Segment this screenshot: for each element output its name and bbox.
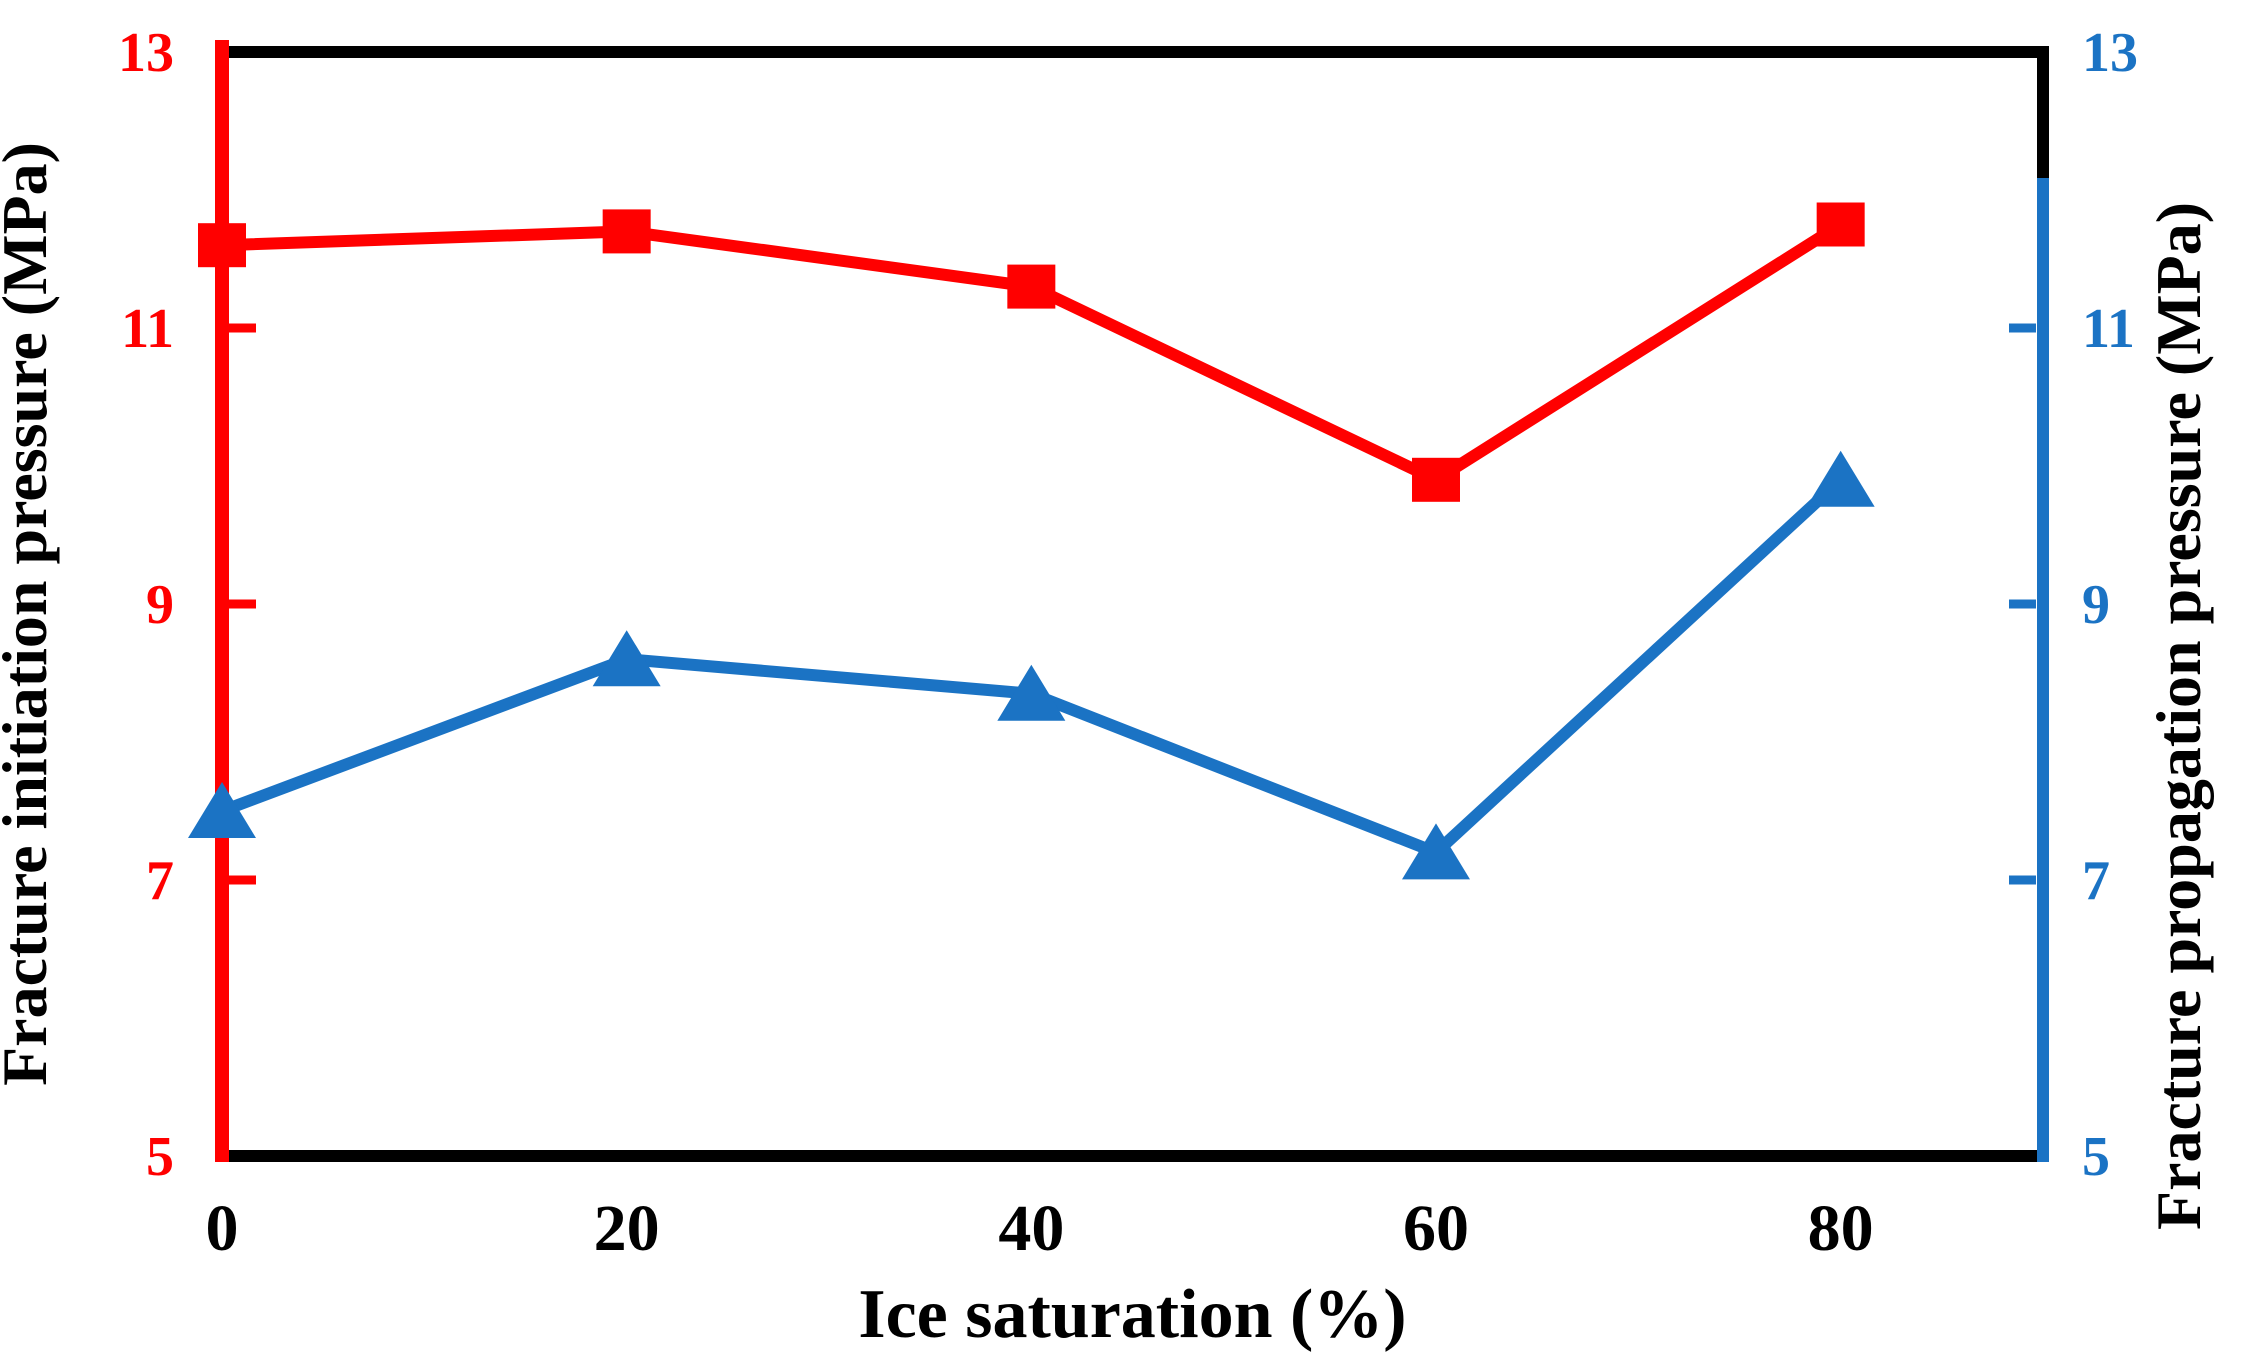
plot-border xyxy=(216,46,2049,1162)
x-tick-label: 80 xyxy=(1808,1192,1874,1265)
x-tick-label: 60 xyxy=(1403,1192,1469,1265)
initiation-series-line xyxy=(216,218,1847,486)
x-tick-label: 20 xyxy=(594,1192,660,1265)
propagation-marker xyxy=(1806,450,1875,507)
left-axis-tick-label: 13 xyxy=(118,22,174,84)
propagation-marker xyxy=(592,630,661,687)
left-axis-tick-label: 5 xyxy=(146,1126,174,1188)
x-tick-label: 0 xyxy=(206,1192,239,1265)
initiation-marker xyxy=(1007,264,1056,309)
right-axis-tick-label: 9 xyxy=(2082,574,2110,636)
propagation-marker xyxy=(1402,823,1470,880)
left-axis-title: Fracture initiation pressure (MPa) xyxy=(0,142,60,1086)
right-axis-tick-label: 13 xyxy=(2082,22,2138,84)
left-axis-tick-label: 11 xyxy=(121,298,174,360)
propagation-marker xyxy=(188,782,256,838)
initiation-marker xyxy=(1816,202,1865,247)
right-axis-tick-label: 5 xyxy=(2082,1126,2110,1188)
x-tick-label: 40 xyxy=(998,1192,1064,1265)
x-axis-title: Ice saturation (%) xyxy=(858,1276,1406,1353)
initiation-marker xyxy=(1412,457,1460,502)
left-axis-tick-label: 9 xyxy=(146,574,174,636)
initiation-marker xyxy=(198,223,246,268)
left-axis-tick-label: 7 xyxy=(146,850,174,912)
initiation-marker xyxy=(602,209,651,254)
propagation-marker xyxy=(997,664,1066,721)
right-axis-tick-label: 11 xyxy=(2082,298,2135,360)
right-axis-title: Fracture propagation pressure (MPa) xyxy=(2143,202,2214,1230)
right-axis-tick-label: 7 xyxy=(2082,850,2110,912)
